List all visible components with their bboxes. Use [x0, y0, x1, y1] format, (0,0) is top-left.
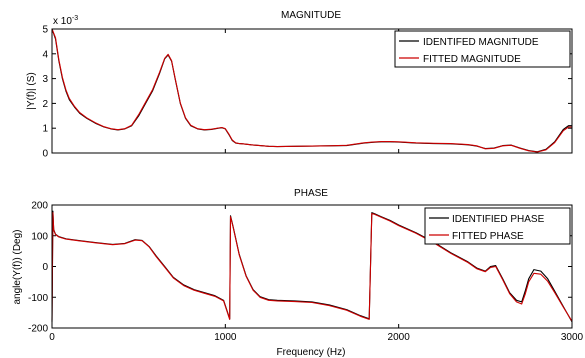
- phase-ytick-label: 0: [42, 262, 48, 273]
- magnitude-legend: IDENTIFED MAGNITUDE FITTED MAGNITUDE: [394, 30, 571, 68]
- phase-ytick-label: -100: [28, 293, 48, 304]
- phase-xlabel: Frequency (Hz): [277, 347, 346, 358]
- magnitude-ytick-label: 5: [42, 25, 48, 36]
- phase-series: [51, 210, 573, 323]
- magnitude-series-line-fitted: [51, 28, 572, 153]
- magnitude-ytick-label: 1: [42, 124, 48, 135]
- phase-legend-label-fitted: FITTED PHASE: [452, 231, 524, 242]
- magnitude-ytick-label: 2: [42, 99, 48, 110]
- magnitude-legend-box: [394, 30, 571, 68]
- phase-legend: IDENTIFIED PHASE FITTED PHASE: [424, 207, 571, 245]
- phase-xtick-label: 0: [49, 332, 55, 343]
- phase-ytick-label: 200: [31, 201, 48, 212]
- magnitude-ylabel: |Y(f)| (S): [26, 72, 37, 109]
- magnitude-legend-label-identified: IDENTIFED MAGNITUDE: [423, 37, 539, 48]
- phase-xtick-label: 2000: [388, 332, 411, 343]
- phase-ytick-label: 100: [31, 231, 48, 242]
- magnitude-title: MAGNITUDE: [281, 10, 341, 21]
- phase-series-line-fitted: [51, 212, 573, 322]
- magnitude-legend-label-fitted: FITTED MAGNITUDE: [423, 54, 521, 65]
- phase-ytick-label: -200: [28, 324, 48, 335]
- phase-plot-frame: [51, 204, 573, 329]
- phase-xtick-label: 1000: [214, 332, 237, 343]
- phase-chart: PHASE angle(Y(f)) (Deg) Frequency (Hz) -…: [12, 188, 584, 358]
- phase-title: PHASE: [294, 188, 328, 199]
- magnitude-series: [51, 28, 572, 153]
- magnitude-exponent: x 10-3: [53, 15, 78, 27]
- magnitude-ytick-label: 3: [42, 74, 48, 85]
- magnitude-ytick-label: 4: [42, 49, 48, 60]
- phase-legend-label-identified: IDENTIFIED PHASE: [452, 214, 545, 225]
- phase-xtick-label: 3000: [561, 332, 584, 343]
- magnitude-plot-frame: [51, 28, 573, 154]
- magnitude-chart: MAGNITUDE x 10-3 |Y(f)| (S) 0 1 2 3 4 5 IDENT…: [26, 10, 573, 160]
- phase-legend-box: [424, 207, 571, 245]
- magnitude-ytick-label: 0: [42, 149, 48, 160]
- phase-ylabel: angle(Y(f)) (Deg): [12, 229, 23, 304]
